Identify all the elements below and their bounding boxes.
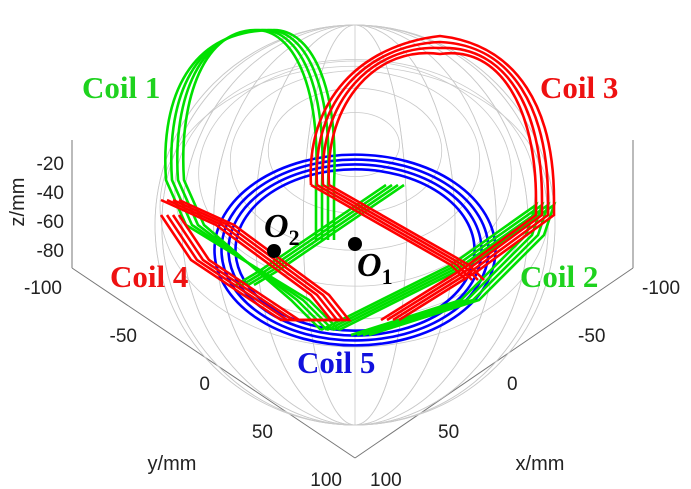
- coil-3-windings: [309, 34, 556, 322]
- coil-4-windings: [159, 183, 485, 322]
- x-tick: 0: [507, 374, 518, 395]
- x-axis-label: x/mm: [516, 453, 565, 475]
- x-tick: -100: [642, 278, 680, 299]
- x-tick: -50: [578, 326, 605, 347]
- coil-3-label: Coil 3: [540, 70, 618, 105]
- coil-4-turn: [159, 183, 485, 322]
- coil-3-turn: [321, 46, 544, 322]
- coil-1-turn: [164, 28, 340, 331]
- point-o1-marker: [348, 237, 362, 251]
- z-tick: -60: [37, 212, 64, 233]
- point-o1-label: O1: [357, 247, 393, 289]
- y-tick: -50: [110, 326, 137, 347]
- sphere-latitude: [198, 60, 512, 287]
- coil-3-turn: [327, 51, 538, 322]
- coil-4-turn: [171, 183, 473, 322]
- z-axis-ticks: -20 -40 -60 -80: [37, 154, 64, 262]
- z-tick: -80: [37, 241, 64, 262]
- coil-2-label: Coil 2: [520, 259, 598, 294]
- coil-4-turn: [177, 183, 467, 322]
- z-tick: -40: [37, 183, 64, 204]
- y-axis-ticks: -100 -50 0 50 100: [24, 278, 342, 489]
- x-tick: 100: [370, 470, 402, 489]
- x-tick: 50: [438, 422, 459, 443]
- coil-5-turn: [227, 163, 483, 337]
- coil-3-turn: [315, 40, 550, 322]
- y-tick: -100: [24, 278, 62, 299]
- x-axis-ticks: -100 -50 0 50 100: [370, 278, 680, 489]
- point-o2-marker: [267, 244, 281, 258]
- z-tick: -20: [37, 154, 64, 175]
- coil-4-turn: [165, 183, 479, 322]
- coil-4-label: Coil 4: [110, 259, 188, 294]
- y-tick: 50: [252, 422, 273, 443]
- coil-1-windings: [164, 28, 340, 331]
- coil-3-turn: [309, 34, 556, 322]
- z-axis-label: z/mm: [7, 178, 29, 227]
- y-axis-label: y/mm: [148, 453, 197, 475]
- sphere-latitude: [310, 112, 400, 178]
- coil-5-label: Coil 5: [297, 345, 375, 380]
- coil-1-label: Coil 1: [82, 70, 160, 105]
- axis-box: [71, 140, 634, 459]
- point-o2-label: O2: [264, 208, 300, 250]
- y-tick: 100: [310, 470, 342, 489]
- y-tick: 0: [199, 374, 210, 395]
- coil-1-turn: [182, 28, 322, 331]
